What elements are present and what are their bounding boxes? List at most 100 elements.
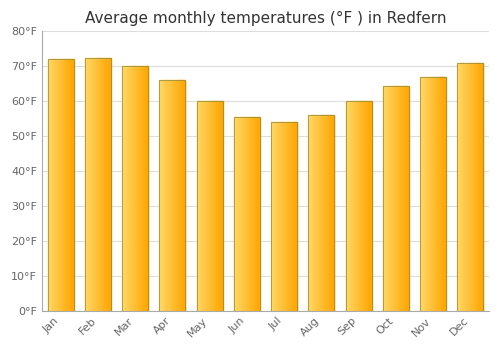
Bar — [101, 58, 102, 310]
Bar — [238, 117, 239, 310]
Bar — [271, 122, 272, 310]
Bar — [322, 115, 324, 310]
Bar — [87, 58, 88, 310]
Bar — [166, 80, 167, 310]
Bar — [276, 122, 277, 310]
Bar — [129, 66, 130, 310]
Bar — [395, 85, 396, 310]
Bar — [471, 63, 472, 310]
Bar — [293, 122, 294, 310]
Bar — [199, 101, 200, 310]
Bar — [315, 115, 316, 310]
Bar — [247, 117, 248, 310]
Bar — [134, 66, 135, 310]
Bar — [106, 58, 107, 310]
Bar — [142, 66, 143, 310]
Bar — [53, 60, 54, 310]
Bar — [469, 63, 470, 310]
Bar — [347, 101, 348, 310]
Bar — [352, 101, 354, 310]
Bar — [382, 85, 384, 310]
Bar — [200, 101, 201, 310]
Bar — [172, 80, 173, 310]
Bar — [130, 66, 131, 310]
Bar — [48, 60, 74, 310]
Bar — [392, 85, 393, 310]
Bar — [174, 80, 175, 310]
Bar — [183, 80, 184, 310]
Bar — [326, 115, 327, 310]
Bar — [405, 85, 406, 310]
Bar — [128, 66, 130, 310]
Bar — [147, 66, 148, 310]
Bar — [272, 122, 273, 310]
Bar — [367, 101, 368, 310]
Bar — [257, 117, 258, 310]
Bar — [132, 66, 133, 310]
Bar — [259, 117, 260, 310]
Bar — [50, 60, 51, 310]
Bar — [316, 115, 318, 310]
Bar — [252, 117, 254, 310]
Bar — [60, 60, 62, 310]
Bar — [211, 101, 212, 310]
Bar — [394, 85, 395, 310]
Bar — [56, 60, 58, 310]
Bar — [359, 101, 360, 310]
Bar — [273, 122, 274, 310]
Bar — [234, 117, 235, 310]
Bar — [458, 63, 460, 310]
Bar — [363, 101, 364, 310]
Bar — [406, 85, 407, 310]
Bar — [313, 115, 314, 310]
Bar — [330, 115, 331, 310]
Bar — [282, 122, 284, 310]
Bar — [308, 115, 334, 310]
Bar — [437, 77, 438, 310]
Bar — [160, 80, 162, 310]
Bar — [204, 101, 205, 310]
Bar — [310, 115, 311, 310]
Bar — [90, 58, 92, 310]
Bar — [244, 117, 245, 310]
Bar — [478, 63, 479, 310]
Bar — [239, 117, 240, 310]
Bar — [250, 117, 252, 310]
Bar — [368, 101, 369, 310]
Bar — [146, 66, 147, 310]
Bar — [178, 80, 179, 310]
Bar — [240, 117, 241, 310]
Bar — [254, 117, 256, 310]
Bar — [329, 115, 330, 310]
Bar — [124, 66, 126, 310]
Bar — [350, 101, 352, 310]
Bar — [290, 122, 292, 310]
Bar — [131, 66, 132, 310]
Bar — [278, 122, 279, 310]
Bar — [122, 66, 124, 310]
Bar — [349, 101, 350, 310]
Bar — [136, 66, 137, 310]
Bar — [420, 77, 422, 310]
Bar — [426, 77, 427, 310]
Bar — [85, 58, 86, 310]
Bar — [327, 115, 328, 310]
Bar — [358, 101, 360, 310]
Bar — [384, 85, 385, 310]
Bar — [461, 63, 462, 310]
Bar — [360, 101, 361, 310]
Bar — [459, 63, 460, 310]
Bar — [404, 85, 405, 310]
Bar — [143, 66, 144, 310]
Bar — [401, 85, 402, 310]
Bar — [92, 58, 94, 310]
Bar — [432, 77, 433, 310]
Bar — [318, 115, 320, 310]
Bar — [165, 80, 166, 310]
Bar — [64, 60, 65, 310]
Bar — [258, 117, 260, 310]
Bar — [179, 80, 180, 310]
Bar — [366, 101, 367, 310]
Bar — [88, 58, 90, 310]
Bar — [110, 58, 111, 310]
